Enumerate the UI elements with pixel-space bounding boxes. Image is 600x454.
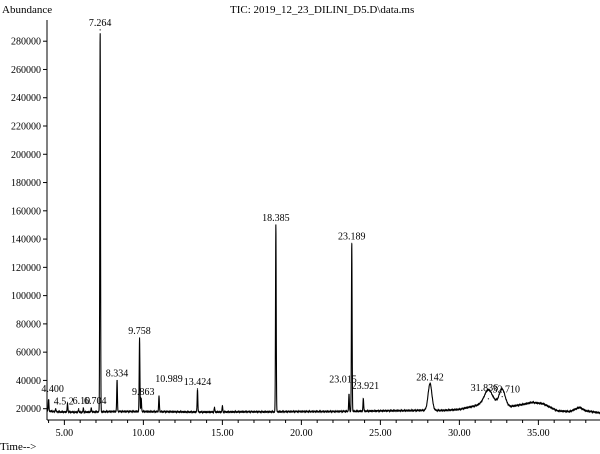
peak-label: 23.015	[329, 375, 357, 386]
y-tick-label: 280000	[11, 37, 41, 48]
peak-apex-marker	[116, 379, 118, 382]
y-tick-label: 20000	[16, 404, 41, 415]
y-axis-ticks: 20000 40000 60000 80000 100000 120000 140000 16…	[11, 37, 47, 415]
x-axis-title: Time-->	[0, 441, 36, 453]
peak-label: 23.189	[338, 231, 366, 242]
peak-label: 4.5.2	[54, 397, 74, 408]
y-tick-label: 40000	[16, 376, 41, 387]
y-tick-label: 260000	[11, 65, 41, 76]
peak-apex-marker	[99, 29, 101, 31]
peak-apex-marker	[78, 408, 80, 410]
peak-label: 18.385	[262, 213, 290, 224]
peak-apex-marker	[158, 395, 160, 397]
peak-label: 32.710	[492, 385, 520, 396]
peak-apex-marker	[55, 408, 57, 410]
peak-apex-marker	[138, 337, 141, 339]
x-tick-label: 25.00	[369, 428, 392, 439]
peak-label: 6.704	[84, 396, 107, 407]
y-tick-label: 100000	[11, 291, 41, 302]
peak-apex-marker	[213, 406, 216, 408]
peak-apex-marker	[487, 398, 489, 400]
peak-label: 9.758	[128, 326, 151, 337]
x-tick-label: 35.00	[527, 428, 550, 439]
x-tick-label: 20.00	[290, 428, 313, 439]
y-tick-label: 140000	[11, 235, 41, 246]
peak-apex-marker	[66, 402, 69, 404]
peak-apex-marker	[429, 384, 431, 386]
peak-apex-marker	[140, 398, 142, 400]
peak-label: 10.989	[155, 374, 183, 385]
peak-apex-marker	[348, 393, 350, 396]
peak-apex-marker	[362, 398, 364, 400]
y-tick-label: 240000	[11, 93, 41, 104]
x-tick-label: 10.00	[132, 428, 155, 439]
y-tick-label: 120000	[11, 263, 41, 274]
x-tick-label: 15.00	[211, 428, 234, 439]
y-tick-label: 200000	[11, 150, 41, 161]
peak-apex-marker	[221, 405, 223, 407]
plot-frame	[46, 20, 600, 421]
peak-labels: 4.4004.5.26.106.7047.2648.3349.7589.8631…	[41, 18, 520, 410]
x-axis-ticks: 5.00 10.00 15.00 20.00 25.00 30.00 35.00	[48, 420, 587, 439]
y-axis-title: Abundance	[2, 4, 52, 16]
x-tick-label: 5.00	[56, 428, 74, 439]
y-tick-label: 60000	[16, 348, 41, 359]
peak-label: 8.334	[106, 368, 129, 379]
peak-apex-marker	[82, 407, 84, 409]
peak-apex-marker	[47, 399, 50, 401]
tic-series	[46, 33, 600, 415]
y-tick-label: 180000	[11, 178, 41, 189]
peak-label: 28.142	[416, 373, 444, 384]
peak-apex-marker	[501, 396, 503, 398]
x-tick-label: 30.00	[448, 428, 471, 439]
peak-apex-marker	[275, 224, 277, 226]
peak-label: 4.400	[41, 384, 64, 395]
peak-label: 31.836	[471, 383, 499, 394]
peak-label: 9.863	[132, 387, 155, 398]
peak-apex-marker	[90, 407, 92, 409]
peak-apex-marker	[351, 242, 353, 244]
y-tick-label: 160000	[11, 206, 41, 217]
peak-label: 23.921	[352, 381, 380, 392]
peak-label: 6.10	[73, 396, 91, 407]
peak-label: 7.264	[89, 18, 112, 29]
y-tick-label: 80000	[16, 319, 41, 330]
y-tick-label: 220000	[11, 122, 41, 133]
tic-trace-line	[46, 33, 600, 415]
peak-apex-marker	[196, 388, 199, 390]
chart-title: TIC: 2019_12_23_DILINI_D5.D\data.ms	[230, 4, 414, 16]
peak-label: 13.424	[184, 377, 212, 388]
